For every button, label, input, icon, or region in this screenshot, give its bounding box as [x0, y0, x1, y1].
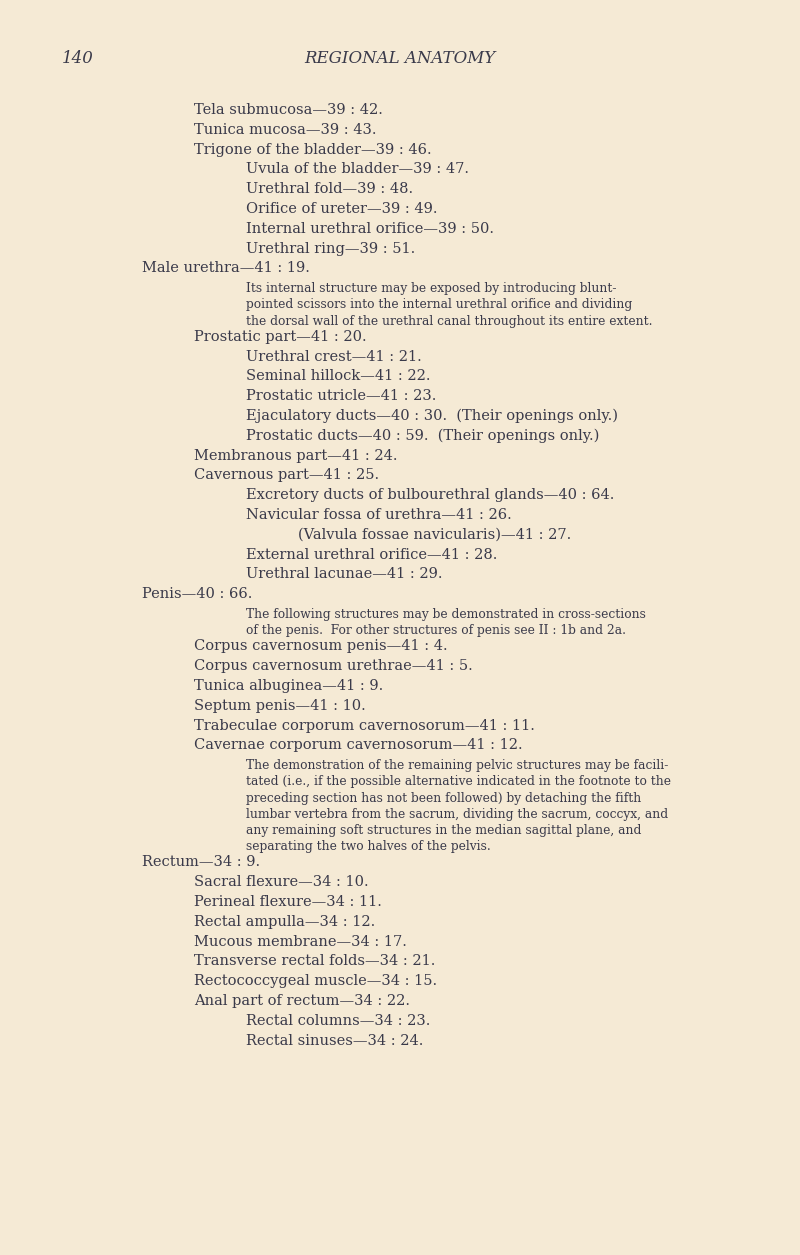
Text: tated (i.e., if the possible alternative indicated in the footnote to the: tated (i.e., if the possible alternative…	[246, 776, 671, 788]
Text: Excretory ducts of bulbourethral glands—40 : 64.: Excretory ducts of bulbourethral glands—…	[246, 488, 614, 502]
Text: Mucous membrane—34 : 17.: Mucous membrane—34 : 17.	[194, 935, 407, 949]
Text: The demonstration of the remaining pelvic structures may be facili-: The demonstration of the remaining pelvi…	[246, 759, 668, 772]
Text: Urethral lacunae—41 : 29.: Urethral lacunae—41 : 29.	[246, 567, 442, 581]
Text: Trigone of the bladder—39 : 46.: Trigone of the bladder—39 : 46.	[194, 143, 432, 157]
Text: Rectal columns—34 : 23.: Rectal columns—34 : 23.	[246, 1014, 430, 1028]
Text: Tunica mucosa—39 : 43.: Tunica mucosa—39 : 43.	[194, 123, 377, 137]
Text: Its internal structure may be exposed by introducing blunt-: Its internal structure may be exposed by…	[246, 282, 617, 295]
Text: Trabeculae corporum cavernosorum—41 : 11.: Trabeculae corporum cavernosorum—41 : 11…	[194, 719, 535, 733]
Text: Prostatic ducts—40 : 59.  (Their openings only.): Prostatic ducts—40 : 59. (Their openings…	[246, 428, 599, 443]
Text: preceding section has not been followed) by detaching the fifth: preceding section has not been followed)…	[246, 792, 642, 804]
Text: 140: 140	[62, 50, 94, 67]
Text: Urethral fold—39 : 48.: Urethral fold—39 : 48.	[246, 182, 413, 196]
Text: Ejaculatory ducts—40 : 30.  (Their openings only.): Ejaculatory ducts—40 : 30. (Their openin…	[246, 409, 618, 423]
Text: The following structures may be demonstrated in cross-sections: The following structures may be demonstr…	[246, 607, 646, 621]
Text: Rectal ampulla—34 : 12.: Rectal ampulla—34 : 12.	[194, 915, 375, 929]
Text: Tunica albuginea—41 : 9.: Tunica albuginea—41 : 9.	[194, 679, 383, 693]
Text: separating the two halves of the pelvis.: separating the two halves of the pelvis.	[246, 840, 490, 853]
Text: Prostatic utricle—41 : 23.: Prostatic utricle—41 : 23.	[246, 389, 436, 403]
Text: Rectum—34 : 9.: Rectum—34 : 9.	[142, 856, 260, 870]
Text: Urethral ring—39 : 51.: Urethral ring—39 : 51.	[246, 242, 415, 256]
Text: Membranous part—41 : 24.: Membranous part—41 : 24.	[194, 448, 398, 463]
Text: Sacral flexure—34 : 10.: Sacral flexure—34 : 10.	[194, 875, 369, 890]
Text: Tela submucosa—39 : 42.: Tela submucosa—39 : 42.	[194, 103, 383, 117]
Text: Septum penis—41 : 10.: Septum penis—41 : 10.	[194, 699, 366, 713]
Text: Anal part of rectum—34 : 22.: Anal part of rectum—34 : 22.	[194, 994, 410, 1008]
Text: lumbar vertebra from the sacrum, dividing the sacrum, coccyx, and: lumbar vertebra from the sacrum, dividin…	[246, 808, 668, 821]
Text: Navicular fossa of urethra—41 : 26.: Navicular fossa of urethra—41 : 26.	[246, 508, 512, 522]
Text: of the penis.  For other structures of penis see II : 1b and 2a.: of the penis. For other structures of pe…	[246, 624, 626, 638]
Text: Internal urethral orifice—39 : 50.: Internal urethral orifice—39 : 50.	[246, 222, 494, 236]
Text: Perineal flexure—34 : 11.: Perineal flexure—34 : 11.	[194, 895, 382, 909]
Text: Male urethra—41 : 19.: Male urethra—41 : 19.	[142, 261, 310, 275]
Text: Rectal sinuses—34 : 24.: Rectal sinuses—34 : 24.	[246, 1034, 423, 1048]
Text: Corpus cavernosum urethrae—41 : 5.: Corpus cavernosum urethrae—41 : 5.	[194, 659, 473, 673]
Text: the dorsal wall of the urethral canal throughout its entire extent.: the dorsal wall of the urethral canal th…	[246, 315, 653, 328]
Text: (Valvula fossae navicularis)—41 : 27.: (Valvula fossae navicularis)—41 : 27.	[298, 528, 571, 542]
Text: REGIONAL ANATOMY: REGIONAL ANATOMY	[304, 50, 496, 67]
Text: pointed scissors into the internal urethral orifice and dividing: pointed scissors into the internal ureth…	[246, 299, 632, 311]
Text: External urethral orifice—41 : 28.: External urethral orifice—41 : 28.	[246, 547, 498, 561]
Text: Transverse rectal folds—34 : 21.: Transverse rectal folds—34 : 21.	[194, 954, 435, 969]
Text: Prostatic part—41 : 20.: Prostatic part—41 : 20.	[194, 330, 366, 344]
Text: Rectococcygeal muscle—34 : 15.: Rectococcygeal muscle—34 : 15.	[194, 974, 437, 988]
Text: Orifice of ureter—39 : 49.: Orifice of ureter—39 : 49.	[246, 202, 438, 216]
Text: Cavernae corporum cavernosorum—41 : 12.: Cavernae corporum cavernosorum—41 : 12.	[194, 738, 522, 753]
Text: Corpus cavernosum penis—41 : 4.: Corpus cavernosum penis—41 : 4.	[194, 639, 448, 654]
Text: Uvula of the bladder—39 : 47.: Uvula of the bladder—39 : 47.	[246, 162, 469, 177]
Text: Penis—40 : 66.: Penis—40 : 66.	[142, 587, 252, 601]
Text: Seminal hillock—41 : 22.: Seminal hillock—41 : 22.	[246, 369, 430, 383]
Text: Cavernous part—41 : 25.: Cavernous part—41 : 25.	[194, 468, 379, 482]
Text: any remaining soft structures in the median sagittal plane, and: any remaining soft structures in the med…	[246, 825, 642, 837]
Text: Urethral crest—41 : 21.: Urethral crest—41 : 21.	[246, 350, 422, 364]
